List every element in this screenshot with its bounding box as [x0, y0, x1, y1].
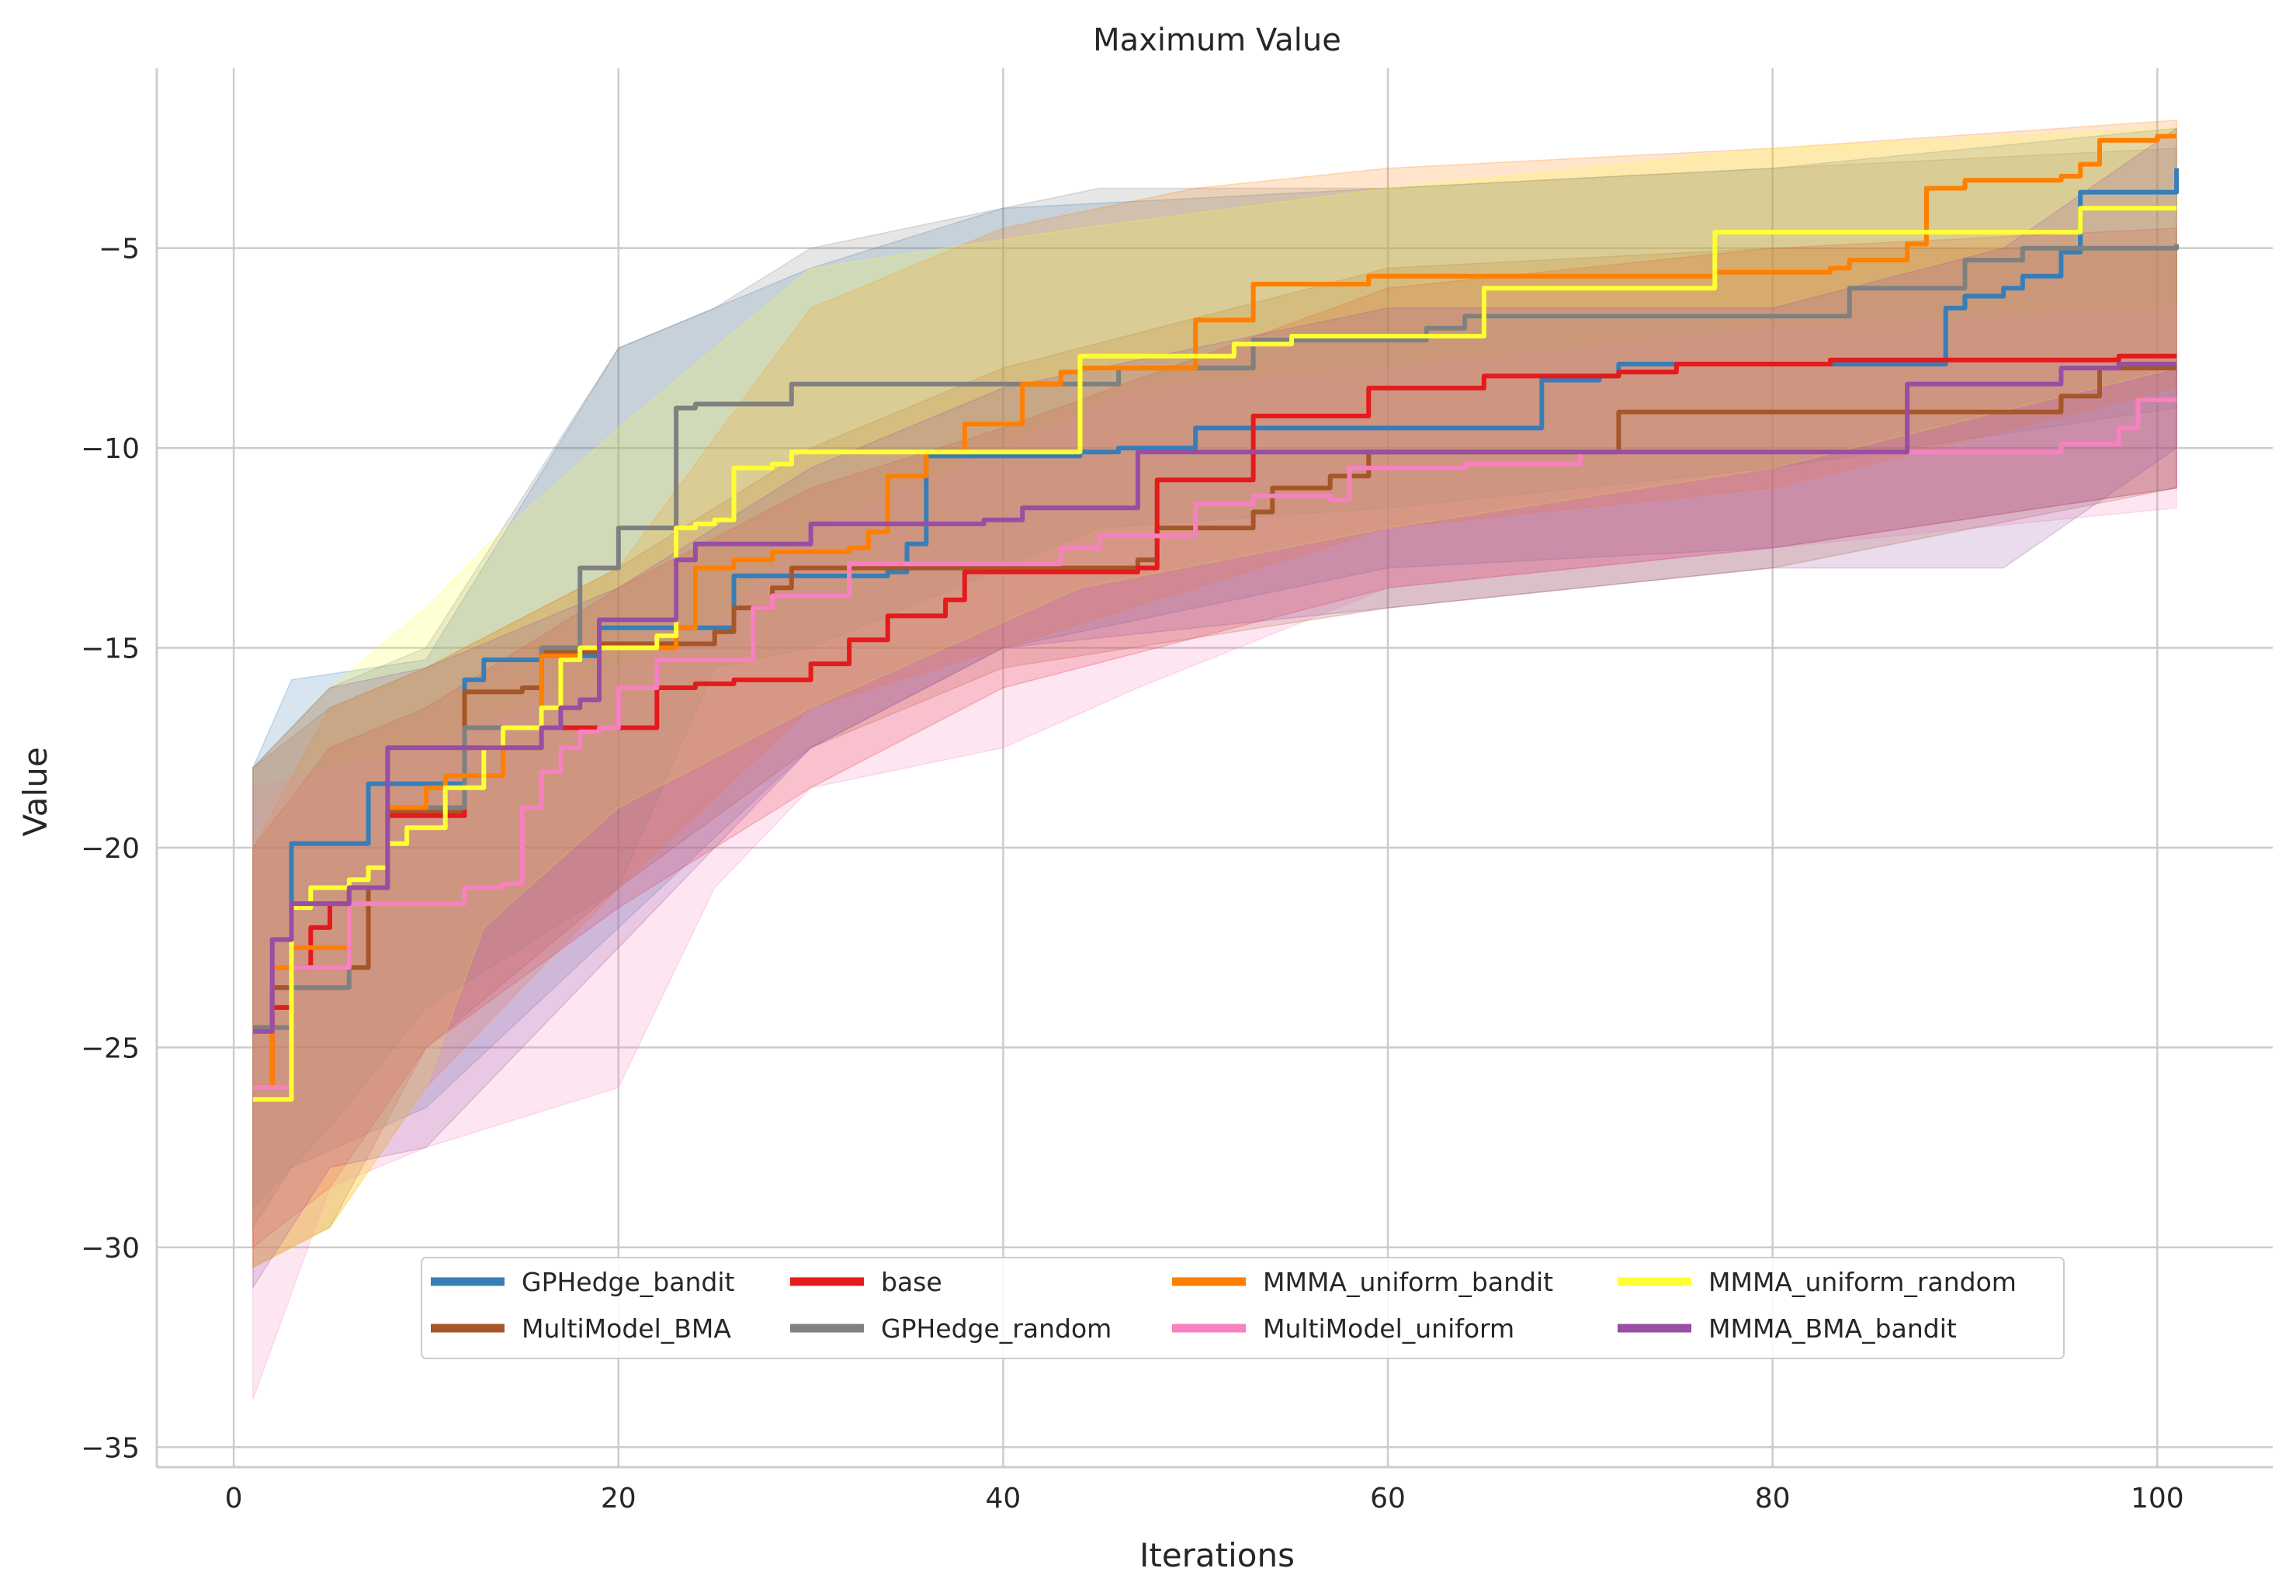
y-tick-label: −5: [99, 234, 140, 265]
x-tick-label: 0: [225, 1483, 243, 1514]
chart-title: Maximum Value: [1093, 23, 1341, 58]
band-MMMA_uniform_bandit: [252, 120, 2177, 1268]
x-tick-label: 100: [2131, 1483, 2184, 1514]
y-tick-label: −10: [81, 433, 140, 465]
band-MMMA_BMA_bandit: [252, 127, 2177, 1289]
legend-label: MMMA_uniform_bandit: [1263, 1267, 1553, 1297]
legend-label: GPHedge_bandit: [522, 1267, 734, 1297]
line-MMMA_BMA_bandit: [252, 362, 2177, 1034]
legend: GPHedge_bandit MultiModel_BMA base GPHedge_…: [421, 1257, 2065, 1359]
x-axis-label: Iterations: [1139, 1536, 1295, 1574]
band-base: [252, 227, 2177, 1249]
line-GPHedge_random: [252, 244, 2180, 1030]
line-MultiModel_uniform: [252, 397, 2177, 1090]
legend-label: MMMA_BMA_bandit: [1708, 1313, 1957, 1344]
x-tick-label: 40: [985, 1483, 1021, 1514]
y-tick-label: −25: [81, 1032, 140, 1064]
legend-label: MMMA_uniform_random: [1708, 1267, 2017, 1297]
y-tick-label: −15: [81, 633, 140, 665]
y-tick-labels: −35 −30 −25 −20 −15 −10 −5: [81, 234, 140, 1465]
legend-label: MultiModel_uniform: [1263, 1313, 1514, 1344]
series-lines: [252, 134, 2180, 1102]
y-tick-label: −30: [81, 1233, 140, 1265]
y-axis-label: Value: [16, 747, 54, 836]
legend-label: base: [881, 1267, 942, 1297]
legend-label: GPHedge_random: [881, 1313, 1112, 1344]
y-tick-label: −20: [81, 833, 140, 865]
axes: [155, 68, 2273, 1469]
grid-lines: [157, 68, 2273, 1467]
line-MMMA_uniform_bandit: [252, 134, 2177, 1090]
y-tick-label: −35: [81, 1432, 140, 1464]
x-tick-label: 60: [1370, 1483, 1406, 1514]
x-tick-labels: 0 20 40 60 80 100: [225, 1483, 2184, 1514]
legend-label: MultiModel_BMA: [522, 1313, 731, 1344]
x-tick-label: 80: [1755, 1483, 1791, 1514]
confidence-bands: [252, 120, 2177, 1400]
line-MMMA_uniform_random: [252, 206, 2177, 1102]
x-tick-label: 20: [601, 1483, 636, 1514]
